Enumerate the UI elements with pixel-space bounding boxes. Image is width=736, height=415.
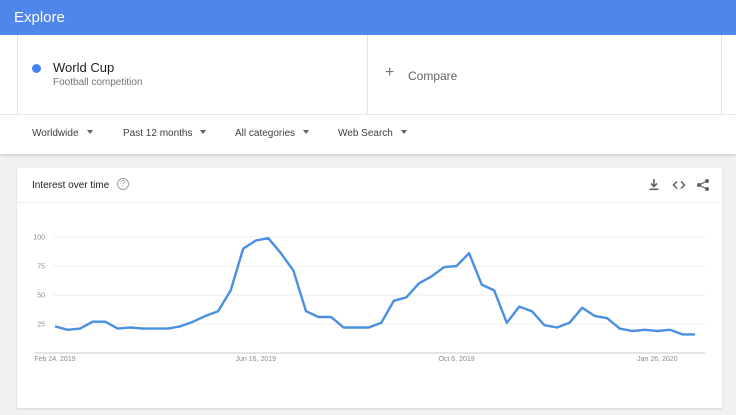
embed-icon[interactable] xyxy=(671,177,687,193)
help-icon[interactable]: ? xyxy=(117,178,129,190)
top-app-bar: Explore xyxy=(0,0,736,35)
y-tick-label: 100 xyxy=(33,235,45,242)
download-icon[interactable] xyxy=(646,177,662,193)
x-tick-label: Jan 26, 2020 xyxy=(637,356,678,363)
share-icon[interactable] xyxy=(695,177,711,193)
chevron-down-icon xyxy=(303,130,310,135)
term-name: World Cup xyxy=(53,60,115,75)
x-tick-label: Oct 6, 2019 xyxy=(438,356,474,363)
region-dropdown-label: Worldwide xyxy=(32,128,79,139)
search-type-dropdown-label: Web Search xyxy=(338,128,393,139)
time-range-dropdown[interactable]: Past 12 months xyxy=(123,128,207,139)
chevron-down-icon xyxy=(200,130,207,135)
plus-icon: + xyxy=(385,64,395,81)
term-color-dot xyxy=(32,64,41,73)
filter-bar: Worldwide Past 12 months All categories … xyxy=(0,114,736,154)
page-title: Explore xyxy=(14,9,65,26)
compare-label: Compare xyxy=(408,69,458,83)
y-tick-label: 75 xyxy=(37,264,45,271)
search-term-card[interactable]: World Cup Football competition xyxy=(17,35,368,114)
term-subtitle: Football competition xyxy=(53,77,143,88)
compare-button[interactable]: + Compare xyxy=(368,35,722,114)
y-tick-label: 25 xyxy=(37,322,45,329)
series-line[interactable] xyxy=(54,237,695,336)
x-tick-label: Feb 24, 2019 xyxy=(34,356,75,363)
interest-over-time-card: Interest over time ? 25 50 75 100 Feb 24, 20… xyxy=(17,168,722,408)
region-dropdown[interactable]: Worldwide xyxy=(32,128,93,139)
chevron-down-icon xyxy=(400,130,407,135)
search-type-dropdown[interactable]: Web Search xyxy=(338,128,407,139)
time-range-dropdown-label: Past 12 months xyxy=(123,128,193,139)
y-tick-label: 50 xyxy=(37,293,45,300)
x-tick-label: Jun 16, 2019 xyxy=(236,356,277,363)
card-title: Interest over time xyxy=(32,180,110,191)
interest-line-chart: 25 50 75 100 Feb 24, 2019 Jun 16, 2019 Oct 6, … xyxy=(33,235,705,363)
search-terms-bar: World Cup Football competition + Compare xyxy=(0,35,736,114)
chevron-down-icon xyxy=(86,130,93,135)
card-header: Interest over time ? xyxy=(17,168,722,203)
category-dropdown[interactable]: All categories xyxy=(235,128,310,139)
category-dropdown-label: All categories xyxy=(235,128,296,139)
